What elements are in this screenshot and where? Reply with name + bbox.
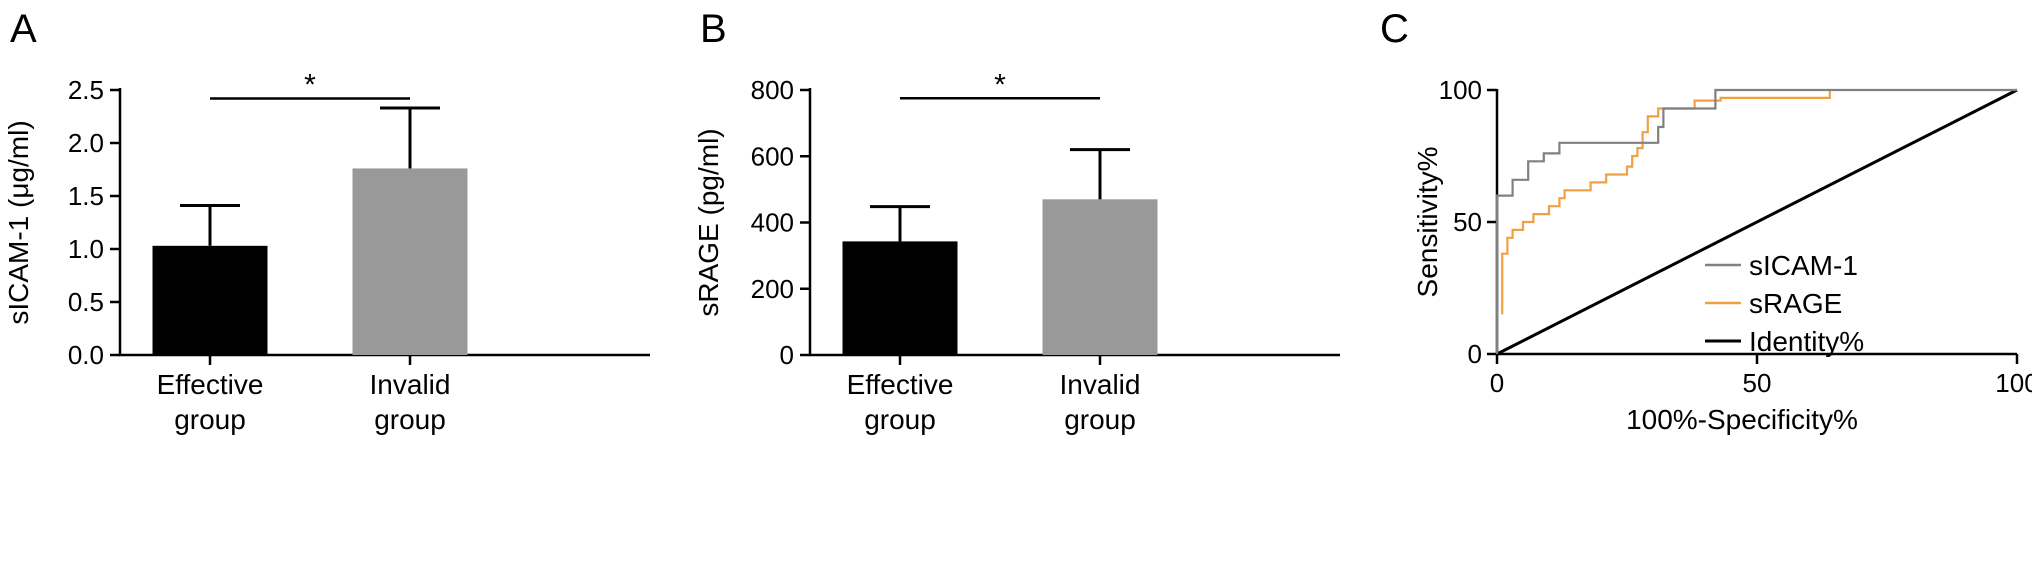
y-tick-label: 400 — [751, 208, 794, 238]
y-tick-label: 200 — [751, 274, 794, 304]
category-label: Invalid — [1060, 369, 1141, 400]
y-tick-label: 0.5 — [68, 287, 104, 317]
x-tick-label: 100 — [1995, 368, 2032, 398]
significance-marker: * — [304, 68, 316, 101]
x-tick-label: 50 — [1743, 368, 1772, 398]
legend-label: sRAGE — [1749, 288, 1842, 319]
series-line-sicam — [1495, 88, 2017, 354]
panel-label: B — [700, 7, 727, 51]
category-label: group — [864, 404, 936, 435]
significance-marker: * — [994, 68, 1006, 101]
y-axis-title: sICAM-1 (μg/ml) — [3, 120, 34, 324]
x-tick-label: 0 — [1490, 368, 1504, 398]
y-tick-label: 2.5 — [68, 75, 104, 105]
y-tick-label: 1.5 — [68, 181, 104, 211]
bar-chart-srage: B 0 200 400 600 800 sRAGE (pg/ml) Effective grou… — [693, 7, 1340, 435]
panel-b: B 0 200 400 600 800 sRAGE (pg/ml) Effective grou… — [690, 0, 1380, 569]
y-axis-title: sRAGE (pg/ml) — [693, 128, 724, 316]
series-line-identity — [1496, 88, 2018, 356]
y-tick-label: 50 — [1453, 207, 1482, 237]
y-tick-label: 1.0 — [68, 234, 104, 264]
category-label: Effective — [157, 369, 264, 400]
y-tick-label: 0 — [780, 340, 794, 370]
legend-label: Identity% — [1749, 326, 1864, 357]
bar-chart-sicam: A 0.0 0.5 1.0 1.5 2.0 2.5 sICAM-1 (μg/ml) Effect… — [3, 7, 650, 435]
y-tick-label: 600 — [751, 141, 794, 171]
series-line-srage — [1501, 90, 1831, 315]
y-tick-label: 0.0 — [68, 340, 104, 370]
panel-label: C — [1380, 7, 1409, 51]
category-label: group — [374, 404, 446, 435]
y-tick-label: 800 — [751, 75, 794, 105]
legend-label: sICAM-1 — [1749, 250, 1858, 281]
bar — [842, 241, 958, 355]
panel-c: C 0 50 100 0 50 100 100%-Specificity% Sensitivit… — [1380, 0, 2032, 569]
bar — [352, 168, 468, 355]
y-axis-title: Sensitivity% — [1412, 147, 1443, 298]
category-label: group — [174, 404, 246, 435]
roc-chart: C 0 50 100 0 50 100 100%-Specificity% Sensitivit… — [1380, 7, 2032, 435]
bar — [152, 245, 268, 355]
bar — [1042, 199, 1158, 355]
category-label: group — [1064, 404, 1136, 435]
category-label: Invalid — [370, 369, 451, 400]
y-tick-label: 100 — [1439, 75, 1482, 105]
panel-label: A — [10, 7, 37, 51]
y-tick-label: 0 — [1468, 339, 1482, 369]
x-axis-title: 100%-Specificity% — [1626, 404, 1858, 435]
panel-a: A 0.0 0.5 1.0 1.5 2.0 2.5 sICAM-1 (μg/ml) Effect… — [0, 0, 690, 569]
category-label: Effective — [847, 369, 954, 400]
y-tick-label: 2.0 — [68, 128, 104, 158]
